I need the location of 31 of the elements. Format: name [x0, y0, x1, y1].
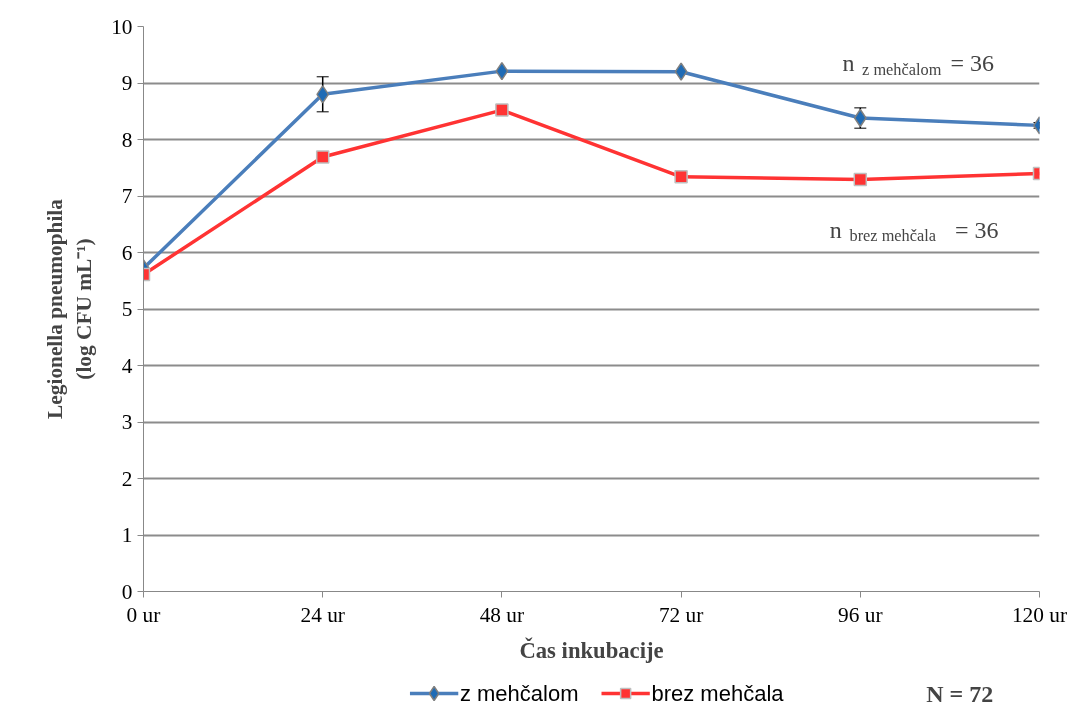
point — [495, 61, 509, 81]
x-tick-label: 0 ur — [126, 602, 161, 627]
point — [495, 103, 509, 117]
y-tick-label: 6 — [121, 240, 133, 265]
point — [853, 172, 868, 187]
y-tick-label: 0 — [121, 579, 133, 604]
y-tick-label: 4 — [121, 353, 133, 378]
y-tick-label: 8 — [121, 127, 133, 152]
point — [674, 170, 688, 184]
y-tick-label: 5 — [121, 297, 133, 321]
x-axis-title: Čas inkubacije — [519, 636, 664, 663]
annotation: n brez mehčala = 36 — [829, 216, 999, 246]
y-tick-label: 10 — [111, 14, 133, 39]
legend-label: brez mehčala — [651, 681, 785, 706]
y-tick-label: 3 — [121, 410, 133, 434]
y-axis-title: Legionella pneumophila (log CFU mL⁻¹) — [43, 198, 97, 419]
legend-label: z mehčalom — [459, 681, 579, 706]
y-tick-label: 7 — [121, 184, 133, 208]
point — [674, 62, 688, 81]
x-tick-label: 72 ur — [658, 602, 704, 627]
y-tick-label: 2 — [121, 466, 133, 491]
annotation: n z mehčalom = 36 — [842, 50, 995, 79]
x-tick-label: 48 ur — [479, 602, 525, 627]
x-tick-label: 96 ur — [838, 602, 883, 627]
point — [315, 150, 330, 164]
y-tick-label: 9 — [121, 71, 133, 95]
x-tick-label: 120 ur — [1011, 602, 1068, 627]
y-tick-label: 1 — [121, 523, 133, 547]
x-tick-label: 24 ur — [300, 602, 345, 627]
text: N = 72 — [926, 680, 994, 707]
point — [316, 85, 330, 104]
